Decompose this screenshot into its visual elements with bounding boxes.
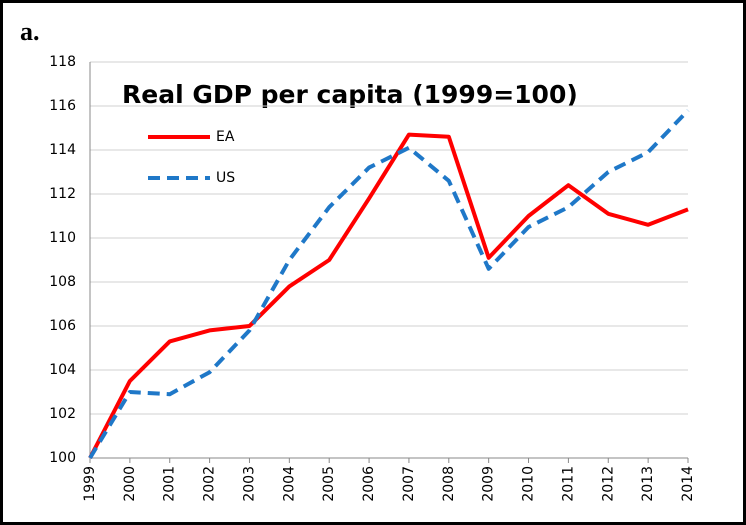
- y-tick-label: 102: [49, 406, 76, 422]
- x-tick-label: 1999: [82, 466, 98, 502]
- legend-label: US: [216, 170, 235, 186]
- y-tick-label: 106: [49, 318, 76, 334]
- x-tick-label: 2012: [600, 466, 616, 502]
- series-line: [88, 132, 689, 459]
- series-line: [88, 109, 690, 460]
- x-tick-label: 2002: [202, 466, 218, 502]
- x-tick-label: 2014: [680, 466, 696, 502]
- y-tick-label: 116: [49, 98, 76, 114]
- x-tick-label: 2000: [122, 466, 138, 502]
- y-tick-label: 114: [49, 142, 76, 158]
- panel-label: a.: [20, 17, 40, 46]
- chart-title: Real GDP per capita (1999=100): [122, 80, 578, 109]
- y-tick-label: 108: [49, 274, 76, 290]
- x-tick-label: 2004: [281, 466, 297, 502]
- x-tick-label: 2003: [241, 466, 257, 502]
- y-tick-label: 112: [49, 186, 76, 202]
- y-tick-label: 110: [49, 230, 76, 246]
- x-tick-label: 2005: [321, 466, 337, 502]
- x-tick-label: 2008: [441, 466, 457, 502]
- y-tick-label: 100: [49, 450, 76, 466]
- x-tick-label: 2007: [401, 466, 417, 502]
- y-tick-label: 118: [49, 54, 76, 70]
- x-tick-label: 2010: [521, 466, 537, 502]
- x-tick-label: 2006: [361, 466, 377, 502]
- x-tick-label: 2013: [640, 466, 656, 502]
- x-tick-label: 2011: [560, 466, 576, 502]
- x-tick-label: 2009: [481, 466, 497, 502]
- y-tick-label: 104: [49, 362, 76, 378]
- legend-label: EA: [216, 129, 235, 145]
- x-tick-label: 2001: [162, 466, 178, 502]
